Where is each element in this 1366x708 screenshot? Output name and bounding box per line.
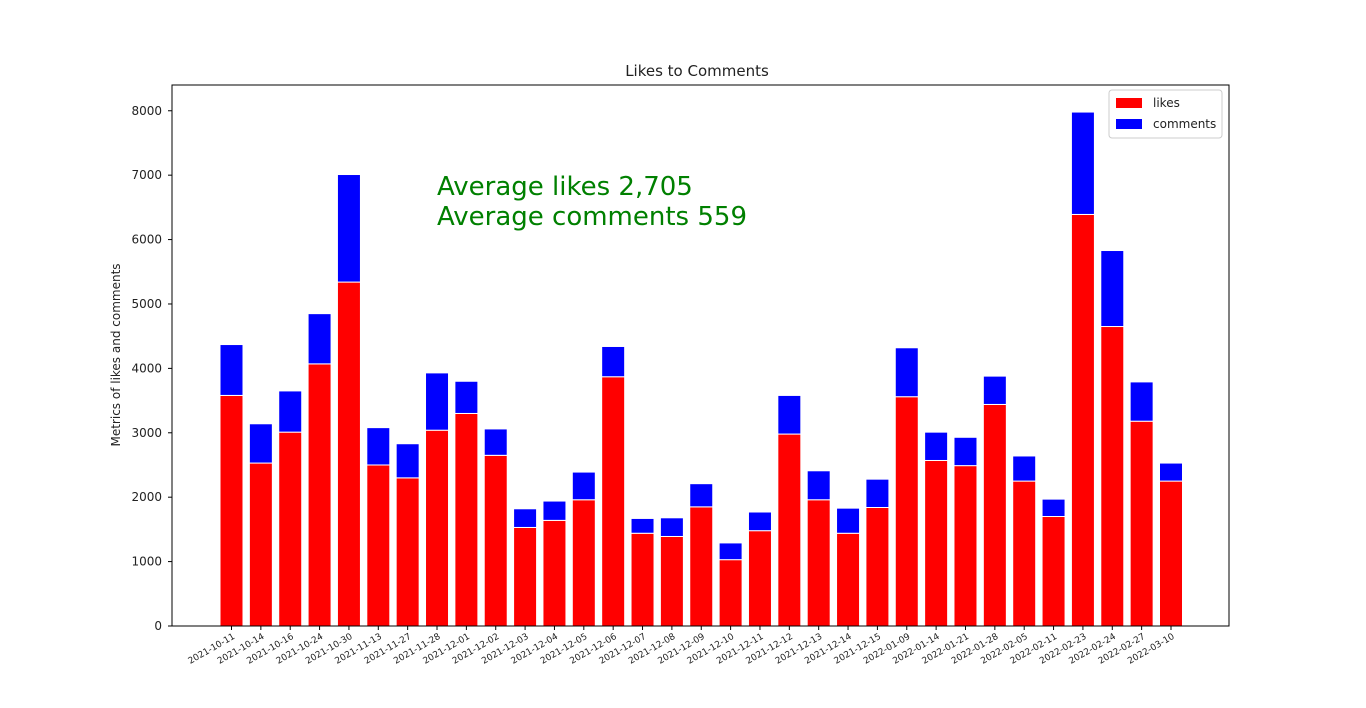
y-tick-label: 1000 xyxy=(131,555,162,569)
bar-comments-2022-02-27 xyxy=(1129,381,1154,422)
bar-comments-2021-11-28 xyxy=(425,372,450,431)
bar-likes-2022-01-09 xyxy=(894,396,919,627)
bar-likes-2021-12-14 xyxy=(836,532,861,627)
bar-likes-2021-11-13 xyxy=(366,464,391,627)
bar-comments-2021-12-12 xyxy=(777,394,802,435)
bar-comments-2022-01-09 xyxy=(894,347,919,398)
bar-comments-2022-01-14 xyxy=(924,431,949,461)
bar-comments-2022-02-05 xyxy=(1012,455,1037,482)
bar-comments-2021-12-04 xyxy=(542,500,567,521)
bar-likes-2021-12-01 xyxy=(454,412,479,627)
y-tick-label: 6000 xyxy=(131,233,162,247)
bar-likes-2022-02-27 xyxy=(1129,420,1154,627)
average-likes-annotation: Average likes 2,705 xyxy=(437,172,693,202)
bar-likes-2021-10-11 xyxy=(219,394,244,627)
bar-likes-2021-12-06 xyxy=(601,376,626,627)
bar-comments-2021-12-02 xyxy=(483,428,508,456)
legend-swatch-likes xyxy=(1116,98,1142,108)
bar-likes-2021-10-14 xyxy=(248,462,273,627)
bar-likes-2021-11-27 xyxy=(395,477,420,627)
bar-likes-2022-01-21 xyxy=(953,465,978,627)
y-axis: 0 1000 2000 3000 4000 5000 6000 7000 8000 xyxy=(131,104,172,633)
bar-comments-2022-02-24 xyxy=(1100,250,1125,328)
bar-likes-2021-12-04 xyxy=(542,519,567,627)
bar-comments-2021-12-08 xyxy=(659,517,684,537)
y-tick-label: 8000 xyxy=(131,104,162,118)
bar-comments-2021-10-24 xyxy=(307,313,332,365)
bar-likes-2022-01-28 xyxy=(982,403,1007,627)
y-tick-label: 7000 xyxy=(131,168,162,182)
bar-comments-2022-01-21 xyxy=(953,436,978,467)
bar-likes-2021-12-12 xyxy=(777,433,802,627)
bar-likes-2022-02-05 xyxy=(1012,480,1037,627)
bar-comments-2021-11-13 xyxy=(366,427,391,466)
bar-likes-2021-12-07 xyxy=(630,532,655,627)
bar-comments-2021-10-30 xyxy=(336,174,361,283)
bar-comments-2021-12-10 xyxy=(718,542,743,561)
plot-frame xyxy=(171,84,1230,627)
bar-likes-2022-03-10 xyxy=(1159,480,1183,627)
bar-comments-2022-01-28 xyxy=(982,375,1007,405)
bar-likes-2021-12-09 xyxy=(689,506,714,627)
y-tick-label: 4000 xyxy=(131,361,162,375)
bar-likes-2021-12-15 xyxy=(865,507,890,627)
bar-comments-2021-12-07 xyxy=(630,517,655,534)
y-tick-label: 5000 xyxy=(131,297,162,311)
bar-comments-2021-11-27 xyxy=(395,443,420,479)
legend-label-comments: comments xyxy=(1153,117,1216,131)
bar-likes-2021-12-08 xyxy=(659,535,684,627)
average-comments-annotation: Average comments 559 xyxy=(437,202,747,232)
bar-likes-2022-01-14 xyxy=(924,459,949,627)
bar-comments-2021-12-05 xyxy=(571,471,596,501)
annotation-group: Average likes 2,705 Average comments 559 xyxy=(437,172,747,232)
bar-comments-2021-12-03 xyxy=(513,508,538,528)
bar-likes-2021-12-05 xyxy=(571,499,596,627)
bar-comments-2021-10-16 xyxy=(278,390,303,433)
bar-comments-2021-12-06 xyxy=(601,345,626,378)
bar-comments-2021-12-14 xyxy=(836,507,861,534)
bar-comments-2022-02-11 xyxy=(1041,498,1066,518)
bar-likes-2021-10-30 xyxy=(336,281,361,627)
bar-comments-2021-12-15 xyxy=(865,478,890,509)
chart-title: Likes to Comments xyxy=(625,62,769,80)
bar-likes-2022-02-24 xyxy=(1100,326,1125,627)
y-tick-label: 3000 xyxy=(131,426,162,440)
bar-likes-2022-02-23 xyxy=(1070,213,1095,627)
bar-likes-2021-10-24 xyxy=(307,363,332,627)
legend: likes comments xyxy=(1108,89,1223,139)
y-axis-title: Metrics of likes and comments xyxy=(109,263,123,446)
bar-likes-2021-12-02 xyxy=(483,454,508,627)
y-tick-label: 0 xyxy=(154,619,162,633)
legend-swatch-comments xyxy=(1116,119,1142,129)
legend-label-likes: likes xyxy=(1153,96,1180,110)
bar-likes-2022-02-11 xyxy=(1041,516,1066,627)
bar-likes-2021-12-03 xyxy=(513,526,538,627)
bar-comments-2022-02-23 xyxy=(1070,111,1095,215)
bar-likes-2021-12-11 xyxy=(747,530,772,627)
bar-comments-2021-12-13 xyxy=(806,470,831,501)
bar-comments-2021-12-09 xyxy=(689,483,714,508)
bar-likes-2021-10-16 xyxy=(278,431,303,627)
bar-likes-2021-12-10 xyxy=(718,559,743,627)
bar-comments-2021-12-01 xyxy=(454,380,479,414)
bar-likes-2021-12-13 xyxy=(806,499,831,627)
bar-comments-2021-10-14 xyxy=(248,423,273,464)
bar-comments-2021-10-11 xyxy=(219,344,244,396)
bar-comments-2022-03-10 xyxy=(1159,462,1183,482)
bar-likes-2021-11-28 xyxy=(425,429,450,627)
y-tick-label: 2000 xyxy=(131,490,162,504)
bar-comments-2021-12-11 xyxy=(747,511,772,532)
